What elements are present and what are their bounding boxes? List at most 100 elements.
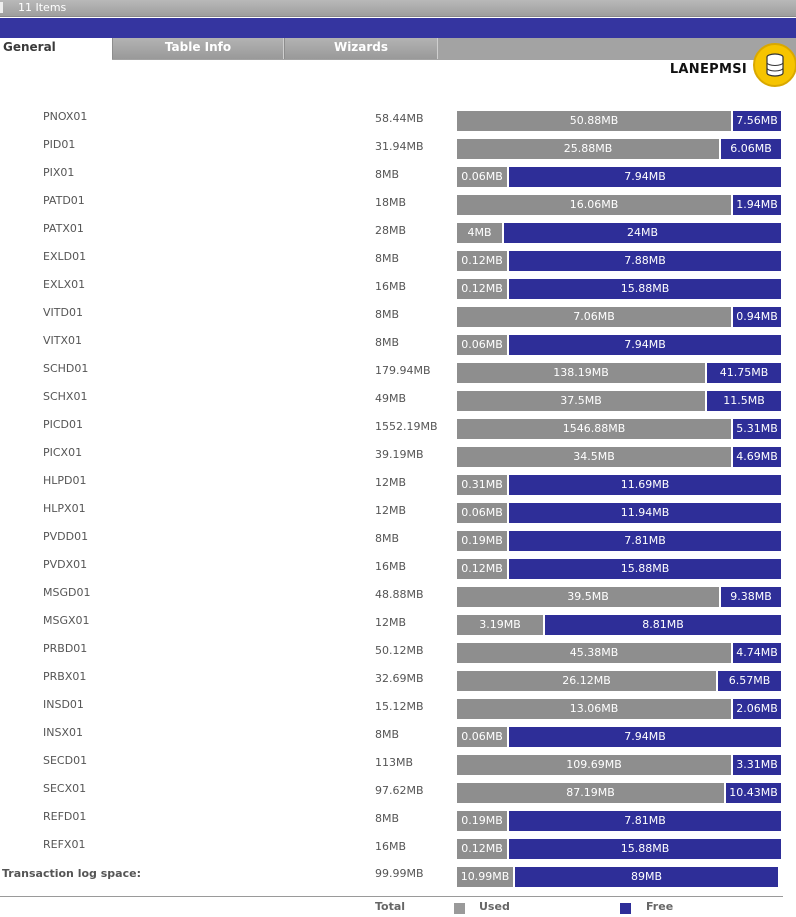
legend-free-label: Free xyxy=(646,900,674,913)
file-row: PATX01 28MB 4MB 24MB xyxy=(0,215,796,243)
free-segment: 7.81MB xyxy=(507,811,781,831)
file-row: VITD01 8MB 7.06MB 0.94MB xyxy=(0,299,796,327)
file-row: HLPD01 12MB 0.31MB 11.69MB xyxy=(0,467,796,495)
file-size: 1552.19MB xyxy=(375,420,438,433)
used-segment: 16.06MB xyxy=(457,195,731,215)
usage-bar: 13.06MB 2.06MB xyxy=(457,699,781,719)
file-name: MSGX01 xyxy=(43,614,90,627)
used-segment: 50.88MB xyxy=(457,111,731,131)
grip-handle[interactable] xyxy=(0,2,3,13)
used-segment: 26.12MB xyxy=(457,671,716,691)
free-segment: 7.94MB xyxy=(507,727,781,747)
used-segment: 138.19MB xyxy=(457,363,705,383)
file-size: 97.62MB xyxy=(375,784,424,797)
file-row: VITX01 8MB 0.06MB 7.94MB xyxy=(0,327,796,355)
file-name: INSX01 xyxy=(43,726,83,739)
used-segment: 39.5MB xyxy=(457,587,719,607)
file-name: REFD01 xyxy=(43,810,87,823)
file-size: 50.12MB xyxy=(375,644,424,657)
file-row: REFX01 16MB 0.12MB 15.88MB xyxy=(0,831,796,859)
file-size: 16MB xyxy=(375,280,407,293)
file-row: PATD01 18MB 16.06MB 1.94MB xyxy=(0,187,796,215)
legend-free-swatch xyxy=(620,903,631,914)
file-name: PICX01 xyxy=(43,446,83,459)
usage-bar: 87.19MB 10.43MB xyxy=(457,783,781,803)
usage-bar: 0.12MB 7.88MB xyxy=(457,251,781,271)
status-strip: 11 Items xyxy=(0,0,796,17)
file-name: PATD01 xyxy=(43,194,85,207)
legend-used-label: Used xyxy=(479,900,510,913)
file-name: VITD01 xyxy=(43,306,83,319)
file-row: MSGD01 48.88MB 39.5MB 9.38MB xyxy=(0,579,796,607)
file-name: SECX01 xyxy=(43,782,87,795)
file-name: PIX01 xyxy=(43,166,75,179)
file-size: 16MB xyxy=(375,840,407,853)
file-row: PRBD01 50.12MB 45.38MB 4.74MB xyxy=(0,635,796,663)
file-size: 15.12MB xyxy=(375,700,424,713)
used-segment: 0.12MB xyxy=(457,251,507,271)
file-size: 8MB xyxy=(375,336,400,349)
used-segment: 34.5MB xyxy=(457,447,731,467)
log-used-segment: 10.99MB xyxy=(457,867,513,887)
free-segment: 24MB xyxy=(502,223,781,243)
usage-bar: 50.88MB 7.56MB xyxy=(457,111,781,131)
free-segment: 5.31MB xyxy=(731,419,781,439)
free-segment: 2.06MB xyxy=(731,699,781,719)
free-segment: 41.75MB xyxy=(705,363,781,383)
used-segment: 0.06MB xyxy=(457,727,507,747)
file-size: 48.88MB xyxy=(375,588,424,601)
legend-total-label: Total xyxy=(375,900,406,913)
file-name: SCHD01 xyxy=(43,362,89,375)
file-row: HLPX01 12MB 0.06MB 11.94MB xyxy=(0,495,796,523)
free-segment: 7.56MB xyxy=(731,111,781,131)
file-row: PICX01 39.19MB 34.5MB 4.69MB xyxy=(0,439,796,467)
file-name: PATX01 xyxy=(43,222,84,235)
database-name: LANEPMSI xyxy=(669,62,747,77)
tab-bar: General Table Info Wizards xyxy=(0,38,796,60)
file-size: 28MB xyxy=(375,224,407,237)
usage-bar: 109.69MB 3.31MB xyxy=(457,755,781,775)
usage-bar: 37.5MB 11.5MB xyxy=(457,391,781,411)
file-name: SCHX01 xyxy=(43,390,88,403)
free-segment: 15.88MB xyxy=(507,559,781,579)
file-name: PVDD01 xyxy=(43,530,89,543)
file-size: 18MB xyxy=(375,196,407,209)
file-size: 49MB xyxy=(375,392,407,405)
usage-bar: 0.06MB 7.94MB xyxy=(457,727,781,747)
usage-bar: 0.12MB 15.88MB xyxy=(457,839,781,859)
free-segment: 7.81MB xyxy=(507,531,781,551)
used-segment: 25.88MB xyxy=(457,139,719,159)
free-segment: 0.94MB xyxy=(731,307,781,327)
file-name: PRBX01 xyxy=(43,670,87,683)
usage-bar: 45.38MB 4.74MB xyxy=(457,643,781,663)
free-segment: 8.81MB xyxy=(543,615,781,635)
file-row: SECD01 113MB 109.69MB 3.31MB xyxy=(0,747,796,775)
database-icon xyxy=(753,43,796,87)
tab-wizards[interactable]: Wizards xyxy=(284,38,438,59)
file-size: 8MB xyxy=(375,812,400,825)
file-name: MSGD01 xyxy=(43,586,91,599)
usage-bar: 0.12MB 15.88MB xyxy=(457,279,781,299)
file-size: 12MB xyxy=(375,476,407,489)
file-row: SECX01 97.62MB 87.19MB 10.43MB xyxy=(0,775,796,803)
file-row: PRBX01 32.69MB 26.12MB 6.57MB xyxy=(0,663,796,691)
tab-table-info[interactable]: Table Info xyxy=(112,38,284,59)
file-row: REFD01 8MB 0.19MB 7.81MB xyxy=(0,803,796,831)
free-segment: 15.88MB xyxy=(507,839,781,859)
file-size: 8MB xyxy=(375,728,400,741)
free-segment: 4.74MB xyxy=(731,643,781,663)
file-name: REFX01 xyxy=(43,838,86,851)
usage-bar: 1546.88MB 5.31MB xyxy=(457,419,781,439)
file-size: 31.94MB xyxy=(375,140,424,153)
legend-used-swatch xyxy=(454,903,465,914)
tab-general[interactable]: General xyxy=(0,38,112,60)
usage-bar: 7.06MB 0.94MB xyxy=(457,307,781,327)
used-segment: 13.06MB xyxy=(457,699,731,719)
usage-bar: 0.06MB 7.94MB xyxy=(457,335,781,355)
usage-bar: 0.31MB 11.69MB xyxy=(457,475,781,495)
used-segment: 0.12MB xyxy=(457,559,507,579)
title-band xyxy=(0,18,796,38)
transaction-log-bar: 10.99MB 89MB xyxy=(457,867,778,887)
file-size: 12MB xyxy=(375,504,407,517)
usage-bar: 0.06MB 7.94MB xyxy=(457,167,781,187)
